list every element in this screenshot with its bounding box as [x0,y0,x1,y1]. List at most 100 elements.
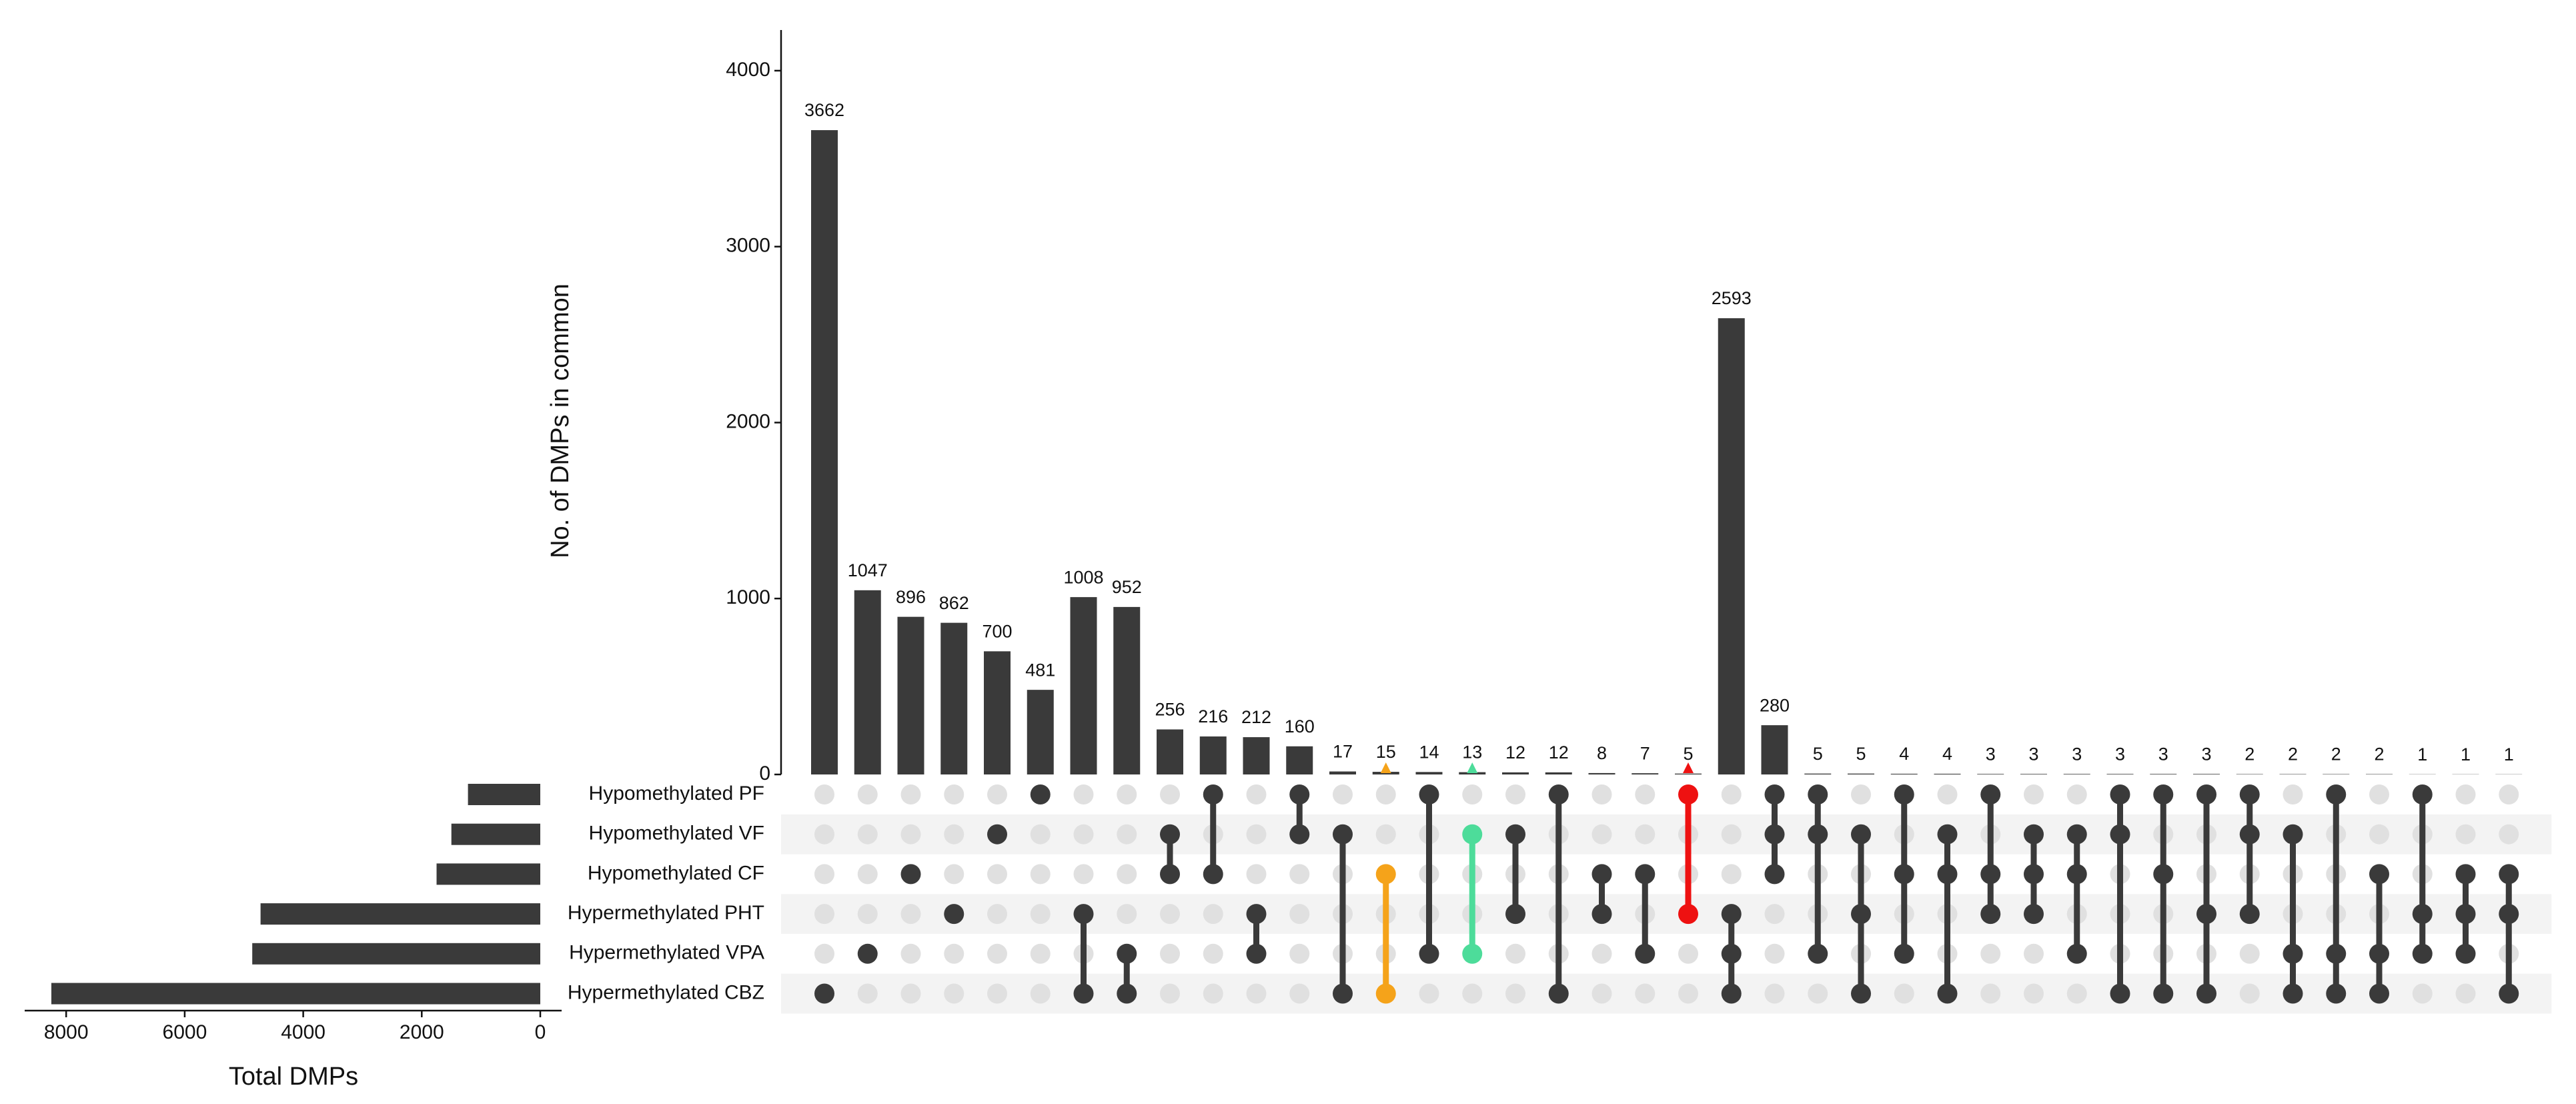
matrix-dot-off [1635,983,1656,1004]
value-label: 1 [2417,744,2427,764]
intersection-bar [1070,597,1097,774]
matrix-dot-on [2196,784,2216,804]
highlight-marker [1467,762,1478,773]
value-label: 4 [1942,744,1952,764]
matrix-dot-off [2066,983,2087,1004]
matrix-dot-on [1894,943,1914,964]
matrix-dot-on [1333,983,1353,1004]
matrix-dot-on [2066,943,2087,964]
matrix-dot-off [1160,943,1180,964]
matrix-dot-on [1937,983,1958,1004]
x-tick-label: 4000 [281,1021,326,1043]
matrix-dot-off [1591,943,1612,964]
matrix-dot-on [2066,864,2087,885]
matrix-dot-off [900,943,921,964]
matrix-dot-on [1764,824,1785,845]
value-label: 160 [1285,716,1315,736]
matrix-dot-off [1160,904,1180,925]
matrix-dot-off [814,784,834,804]
matrix-dot-on [1851,983,1871,1004]
intersection-bar [811,130,838,775]
matrix-dot-off [1721,824,1742,845]
value-label: 3662 [804,100,844,120]
value-label: 1008 [1063,567,1103,587]
value-label: 14 [1419,742,1439,762]
intersection-bar [1243,737,1270,774]
matrix-dot-on [1289,784,1310,804]
matrix-dot-on [2499,904,2519,925]
value-label: 17 [1333,742,1353,762]
intersection-bar [1372,772,1399,774]
matrix-dot-off [2412,983,2433,1004]
matrix-dot-off [1160,784,1180,804]
matrix-dot-off [814,864,834,885]
matrix-dot-on [2283,943,2303,964]
matrix-dot-off [857,983,878,1004]
matrix-dot-on [1980,864,2001,885]
value-label: 256 [1155,700,1185,720]
matrix-dot-off [1030,824,1051,845]
matrix-dot-on [2239,824,2260,845]
matrix-dot-on [1419,784,1439,804]
value-label: 2 [2374,744,2384,764]
matrix-dot-off [987,904,1007,925]
matrix-dot-on [1635,864,1656,885]
matrix-dot-off [1073,824,1094,845]
matrix-dot-on [1808,784,1828,804]
matrix-dot-on [1375,983,1396,1004]
matrix-dot-off [1505,943,1525,964]
matrix-dot-on [2110,784,2130,804]
matrix-dot-on [1678,904,1698,925]
matrix-dot-on [2326,983,2347,1004]
intersection-bar [1545,772,1572,774]
intersection-bar [1113,606,1141,774]
matrix-dot-on [1937,864,1958,885]
y-tick-label: 4000 [726,59,770,81]
y-axis-label: No. of DMPs in common [546,284,574,558]
highlight-marker [1683,762,1694,773]
matrix-dot-off [1246,784,1267,804]
matrix-dot-on [1678,784,1698,804]
matrix-dot-off [1505,983,1525,1004]
matrix-dot-on [1073,983,1094,1004]
matrix-dot-on [814,983,834,1004]
value-label: 15 [1376,742,1396,762]
value-label: 2 [2288,744,2298,764]
matrix-dot-off [1073,784,1094,804]
matrix-dot-on [2196,983,2216,1004]
matrix-dot-on [2499,864,2519,885]
matrix-dot-off [1030,904,1051,925]
matrix-dot-on [1160,824,1180,845]
matrix-dot-on [1937,824,1958,845]
matrix-dot-off [900,904,921,925]
matrix-dot-on [900,864,921,885]
matrix-dot-on [1894,864,1914,885]
matrix-dot-off [2024,784,2044,804]
intersection-bar [1502,772,1529,774]
matrix-dot-on [2239,784,2260,804]
matrix-dot-on [1246,904,1267,925]
matrix-dot-on [1246,943,1267,964]
value-label: 280 [1760,695,1790,715]
matrix-dot-on [2499,983,2519,1004]
set-size-bar [51,983,540,1005]
matrix-dot-on [1289,824,1310,845]
matrix-dot-off [944,943,964,964]
set-label: Hypomethylated VF [589,822,764,845]
value-label: 3 [2028,744,2038,764]
matrix-dot-off [1203,904,1223,925]
matrix-dot-off [900,824,921,845]
matrix-dot-off [1246,864,1267,885]
matrix-dot-off [2024,943,2044,964]
value-label: 212 [1241,707,1271,727]
set-size-bar [436,863,540,885]
matrix-dot-off [814,943,834,964]
matrix-dot-on [2455,904,2476,925]
matrix-dot-on [1117,943,1137,964]
matrix-dot-on [1591,864,1612,885]
matrix-dot-off [987,784,1007,804]
set-size-bar [468,784,540,805]
matrix-dot-off [987,864,1007,885]
matrix-dot-on [2196,904,2216,925]
matrix-dot-on [2024,864,2044,885]
